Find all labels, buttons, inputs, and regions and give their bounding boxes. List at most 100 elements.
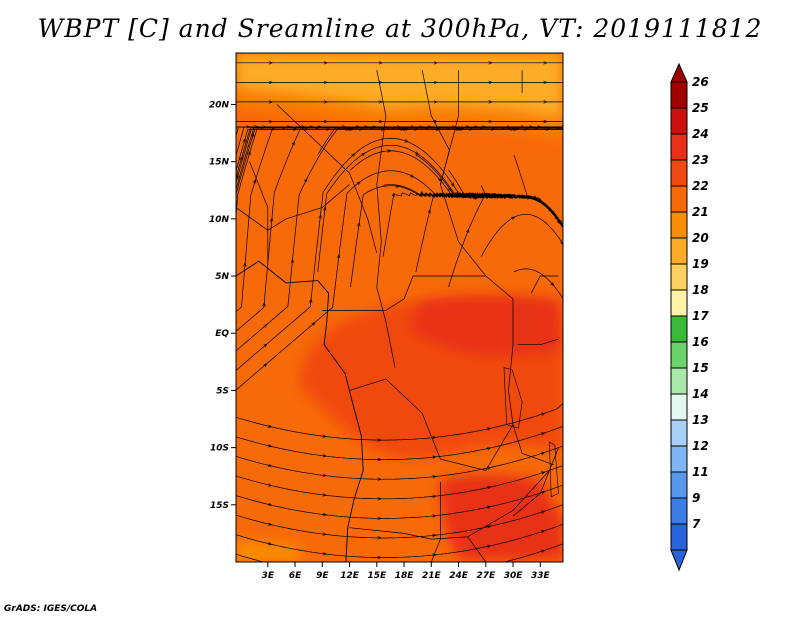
streamline-arrow bbox=[254, 181, 255, 185]
colorbar-swatch bbox=[670, 367, 688, 395]
colorbar-swatch bbox=[670, 393, 688, 421]
colorbar-swatch bbox=[670, 341, 688, 369]
colorbar-swatch bbox=[670, 263, 688, 291]
colorbar-label: 21 bbox=[692, 205, 709, 219]
streamline bbox=[236, 445, 563, 480]
colorbar-swatch bbox=[670, 471, 688, 499]
streamline bbox=[236, 484, 563, 519]
colorbar-swatch bbox=[670, 133, 688, 161]
colorbar-swatch bbox=[670, 445, 688, 473]
streamline-arrow bbox=[362, 154, 364, 155]
lat-tick-label: EQ bbox=[215, 329, 229, 339]
streamline-arrow bbox=[249, 153, 250, 156]
streamline-arrow bbox=[252, 135, 253, 138]
streamline-arrow bbox=[268, 446, 270, 447]
coastlines-borders bbox=[236, 70, 559, 562]
streamline-arrow bbox=[467, 231, 468, 234]
colorbar-swatch bbox=[670, 81, 688, 109]
political-border bbox=[349, 378, 514, 471]
lake-outline bbox=[503, 367, 523, 429]
map-frame bbox=[235, 52, 564, 563]
political-border bbox=[508, 390, 555, 466]
lat-tick-label: 5N bbox=[215, 272, 229, 282]
lon-tick-label: 3E bbox=[262, 571, 275, 581]
lon-tick-label: 33E bbox=[531, 571, 551, 581]
streamline-arrow bbox=[405, 141, 407, 142]
streamline-arrow bbox=[487, 507, 489, 508]
streamline bbox=[513, 268, 563, 300]
streamline-arrow bbox=[541, 414, 543, 415]
streamline-arrow bbox=[551, 283, 553, 285]
political-border bbox=[276, 104, 378, 254]
streamline-arrow bbox=[452, 183, 453, 185]
streamline bbox=[480, 213, 563, 257]
colorbar: 26 25 24 23 22 21 20 19 18 17 16 15 14 13 12 11 9 7 bbox=[670, 62, 709, 572]
streamline-arrow bbox=[541, 551, 543, 552]
lat-tick-label: 10S bbox=[210, 444, 229, 454]
streamline-arrow bbox=[541, 531, 543, 532]
streamline-arrow bbox=[264, 365, 266, 367]
political-border bbox=[530, 275, 559, 294]
streamline-arrow bbox=[268, 544, 270, 545]
political-border bbox=[517, 338, 559, 346]
streamline-arrow bbox=[487, 429, 489, 430]
streamline-arrow bbox=[352, 155, 354, 157]
lake-outline bbox=[549, 441, 559, 498]
colorbar-label: 22 bbox=[692, 179, 709, 193]
colorbar-label: 7 bbox=[692, 517, 701, 531]
streamline-arrow bbox=[293, 143, 294, 146]
lon-tick-label: 27E bbox=[476, 571, 496, 581]
colorbar-swatch bbox=[670, 523, 688, 551]
political-border bbox=[421, 70, 450, 185]
lat-tick-label: 15N bbox=[209, 158, 230, 168]
streamline-arrow bbox=[459, 193, 460, 195]
streamline-arrow bbox=[501, 196, 503, 198]
wbpt-field bbox=[236, 53, 563, 562]
colorbar-swatch bbox=[670, 107, 688, 135]
colorbar-label: 18 bbox=[692, 283, 709, 297]
streamline bbox=[415, 192, 563, 272]
streamline bbox=[236, 425, 563, 461]
streamline-arrow bbox=[241, 159, 242, 162]
streamline-arrow bbox=[541, 473, 543, 474]
political-border bbox=[440, 70, 514, 391]
streamline bbox=[236, 523, 563, 558]
streamline-arrow bbox=[449, 188, 451, 190]
political-border bbox=[249, 161, 269, 265]
colorbar-label: 16 bbox=[692, 335, 709, 349]
streamline-arrow bbox=[541, 492, 543, 493]
colorbar-label: 19 bbox=[692, 257, 709, 271]
streamline-arrow bbox=[268, 563, 270, 564]
streamline bbox=[317, 128, 563, 155]
colorbar-label: 17 bbox=[692, 309, 709, 323]
streamline-arrow bbox=[539, 199, 541, 200]
colorbar-label: 13 bbox=[692, 413, 709, 427]
streamline-arrow bbox=[578, 253, 579, 256]
political-border bbox=[322, 275, 486, 311]
streamline-arrow bbox=[357, 183, 359, 184]
map-title: WBPT [C] and Sreamline at 300hPa, VT: 20… bbox=[37, 14, 763, 43]
coastline bbox=[236, 260, 364, 562]
colorbar-swatch bbox=[670, 159, 688, 187]
lon-tick-label: 6E bbox=[289, 571, 302, 581]
streamline-arrow bbox=[237, 177, 238, 180]
streamline-arrow bbox=[541, 453, 543, 454]
wbpt-24-congo bbox=[410, 295, 563, 357]
streamline-arrow bbox=[421, 193, 422, 196]
colorbar-swatch bbox=[670, 185, 688, 213]
political-border bbox=[430, 481, 441, 562]
streamline-arrow bbox=[415, 153, 417, 154]
lon-tick-label: 18E bbox=[395, 571, 415, 581]
political-border bbox=[467, 536, 487, 562]
political-border bbox=[512, 447, 559, 517]
streamline-arrow bbox=[268, 485, 270, 486]
colorbar-swatch bbox=[670, 315, 688, 343]
streamline-arrow bbox=[244, 140, 245, 144]
lat-tick-label: 20N bbox=[209, 100, 230, 110]
streamline-arrow bbox=[541, 433, 543, 434]
streamline-arrow bbox=[549, 209, 551, 211]
streamline-arrow bbox=[305, 180, 306, 183]
colorbar-max-arrow bbox=[670, 62, 688, 83]
latitude-ticks: 20N 15N 10N 5N EQ 5S 10S 15S bbox=[209, 100, 236, 511]
political-border bbox=[376, 70, 396, 368]
